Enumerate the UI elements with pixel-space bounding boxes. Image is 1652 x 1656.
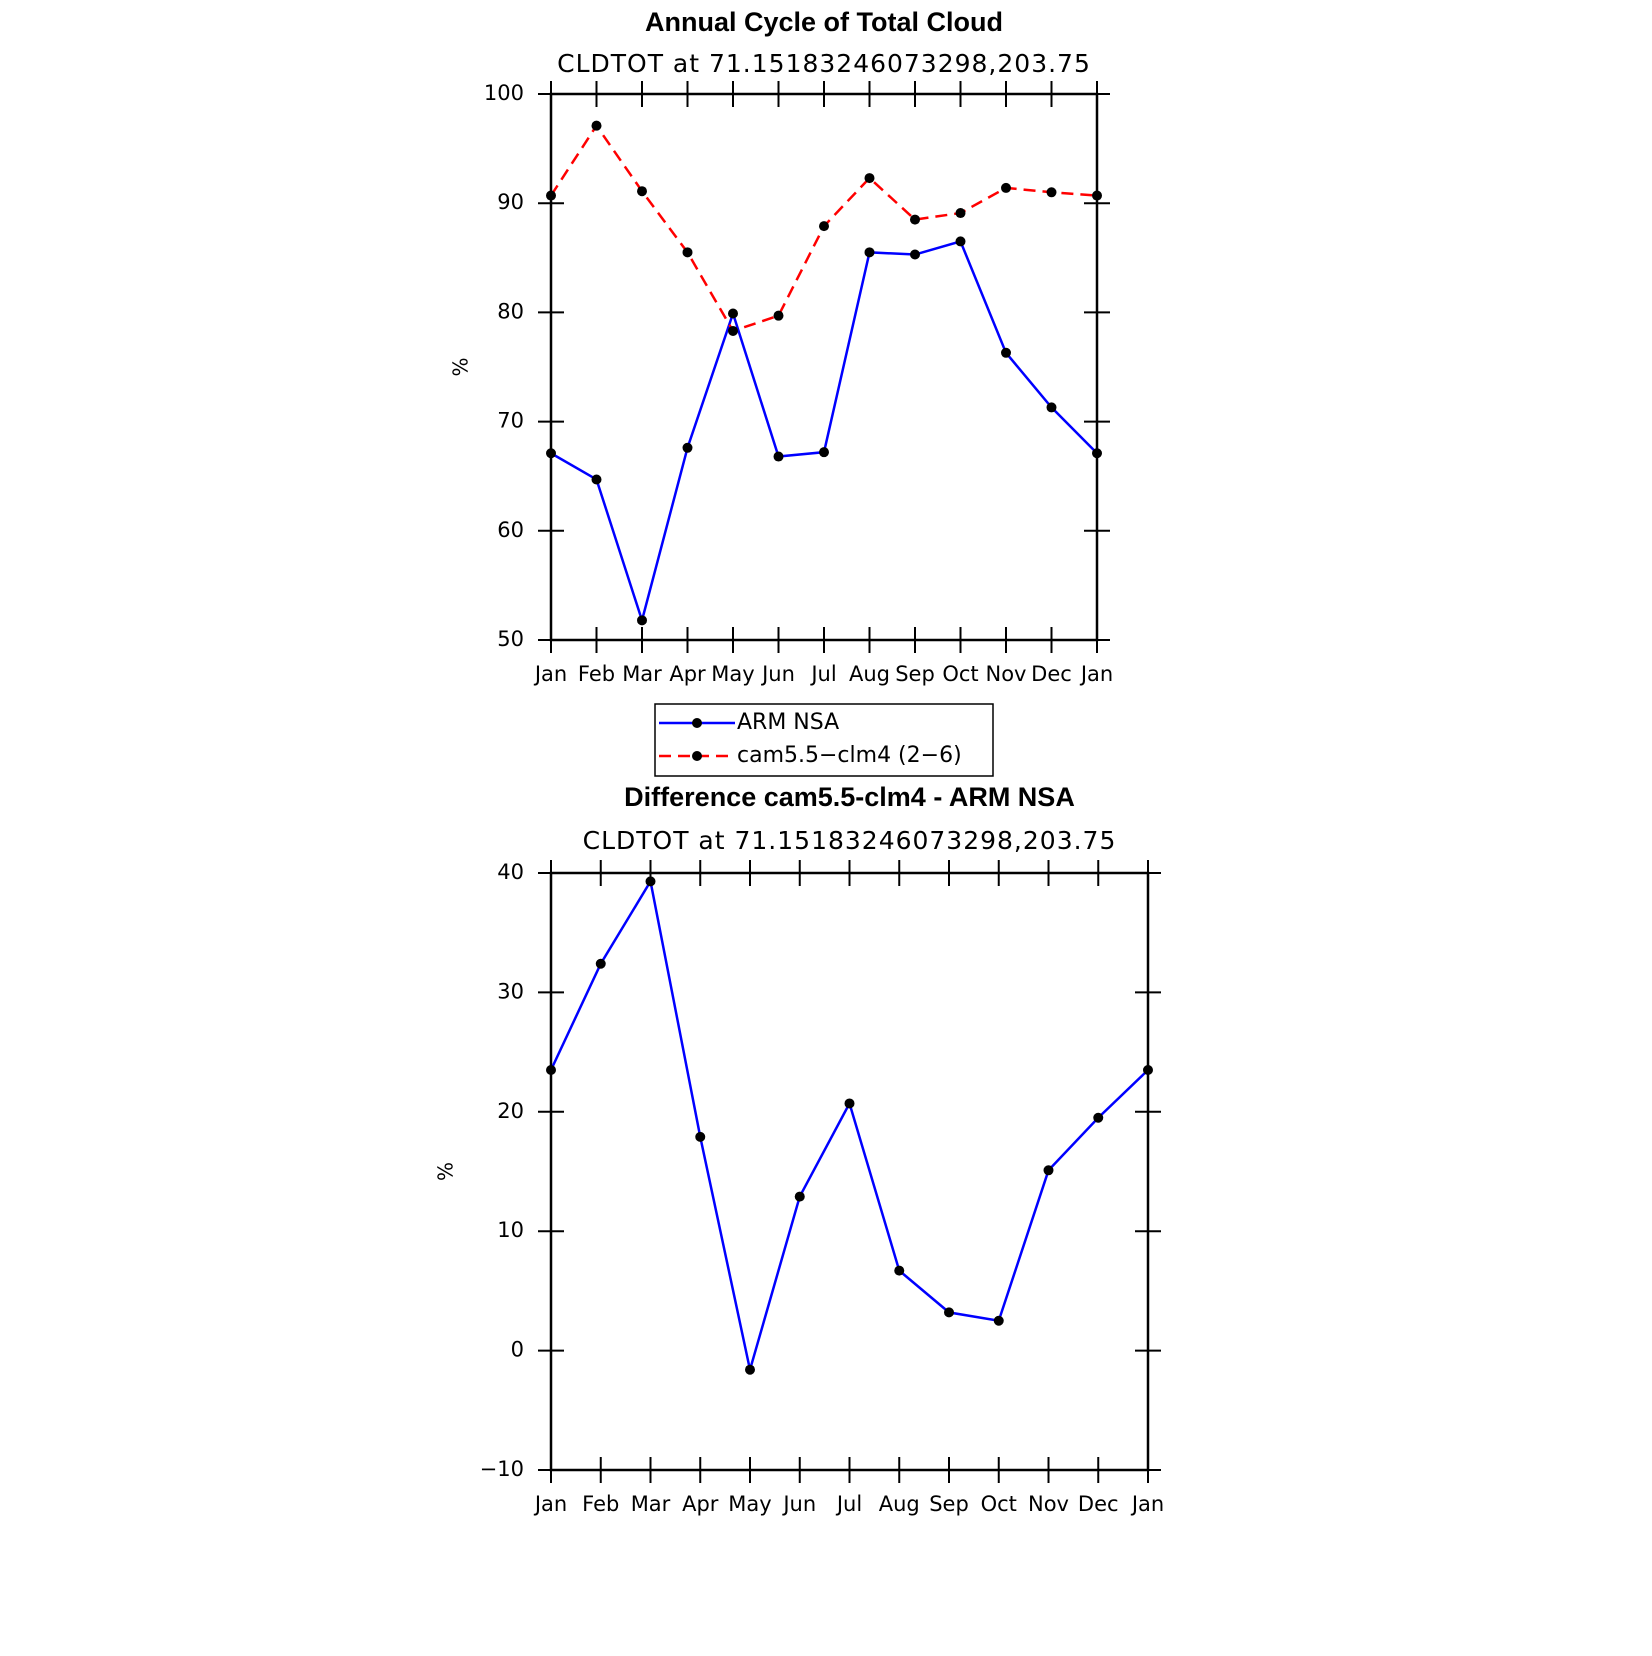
data-point — [637, 615, 647, 626]
y-axis-label: % — [449, 357, 473, 376]
plot-frame — [549, 871, 1150, 1472]
data-point — [1001, 182, 1011, 193]
chart-subtitle: CLDTOT at 71.15183246073298,203.75 — [583, 826, 1117, 855]
data-point — [591, 474, 602, 485]
x-tick-label: Jan — [533, 1492, 567, 1516]
data-point — [955, 208, 966, 219]
x-tick-label: May — [711, 662, 754, 686]
chart-subtitle: CLDTOT at 71.15183246073298,203.75 — [557, 49, 1091, 78]
series-line — [550, 239, 1098, 625]
data-point — [546, 1065, 556, 1076]
x-tick-label: Aug — [849, 662, 890, 686]
data-point — [645, 876, 656, 887]
data-point — [546, 190, 556, 201]
x-tick-label: Mar — [622, 662, 662, 686]
legend-marker — [692, 718, 702, 728]
chart-title: Difference cam5.5-clm4 - ARM NSA — [624, 782, 1075, 812]
data-point — [745, 1364, 755, 1375]
data-point — [728, 308, 738, 319]
x-tick-label: Jun — [760, 662, 795, 686]
plot-frame — [549, 92, 1099, 642]
x-tick-label: Apr — [669, 662, 706, 686]
y-tick-label: 70 — [497, 409, 524, 433]
data-point — [1043, 1165, 1054, 1176]
y-tick-label: 100 — [484, 81, 524, 105]
data-point — [1092, 190, 1102, 201]
x-tick-label: Aug — [879, 1492, 920, 1516]
data-point — [682, 442, 693, 453]
data-point — [819, 447, 829, 458]
data-point — [695, 1131, 706, 1142]
y-tick-label: 0 — [511, 1338, 524, 1362]
data-point — [1001, 347, 1011, 358]
legend-marker — [692, 751, 702, 761]
y-tick-label: 10 — [497, 1218, 524, 1242]
data-point — [844, 1098, 855, 1109]
x-tick-label: Feb — [582, 1492, 619, 1516]
data-point — [1093, 1112, 1104, 1123]
data-point — [591, 120, 602, 131]
data-point — [773, 451, 784, 462]
x-tick-label: Jan — [1130, 1492, 1164, 1516]
data-point — [910, 249, 920, 260]
x-tick-label: Apr — [682, 1492, 719, 1516]
data-point — [894, 1265, 905, 1276]
x-tick-label: Mar — [631, 1492, 671, 1516]
legend-label: cam5.5−clm4 (2−6) — [737, 743, 962, 768]
legend-label: ARM NSA — [737, 710, 839, 735]
legend-box — [654, 703, 994, 777]
x-tick-label: Nov — [986, 662, 1027, 686]
data-point — [1143, 1065, 1153, 1076]
x-tick-label: Oct — [981, 1492, 1017, 1516]
x-tick-label: Sep — [929, 1492, 969, 1516]
data-point — [794, 1191, 805, 1202]
series-line — [549, 877, 1149, 1371]
x-tick-label: Dec — [1078, 1492, 1119, 1516]
y-tick-label: 80 — [497, 299, 524, 323]
x-tick-label: Oct — [942, 662, 978, 686]
y-tick-label: 60 — [497, 518, 524, 542]
chart-title: Annual Cycle of Total Cloud — [645, 7, 1003, 37]
x-tick-label: Dec — [1031, 662, 1072, 686]
y-tick-label: 20 — [497, 1099, 524, 1123]
data-point — [1046, 402, 1057, 413]
data-point — [910, 214, 920, 225]
data-point — [546, 448, 556, 459]
x-tick-label: Jul — [835, 1492, 862, 1516]
data-point — [682, 247, 693, 258]
data-point — [637, 186, 647, 197]
data-point — [728, 325, 738, 336]
data-point — [595, 958, 606, 969]
data-point — [1092, 448, 1102, 459]
data-point — [864, 173, 875, 184]
x-tick-label: Nov — [1028, 1492, 1069, 1516]
data-point — [944, 1307, 954, 1318]
y-axis-label: % — [434, 1162, 458, 1181]
x-tick-label: Jan — [533, 662, 567, 686]
data-point — [819, 221, 829, 232]
data-point — [993, 1315, 1004, 1326]
data-point — [1046, 187, 1057, 198]
x-tick-label: Jan — [1079, 662, 1113, 686]
data-point — [864, 247, 875, 258]
x-tick-label: Jun — [781, 1492, 816, 1516]
y-tick-label: −10 — [480, 1457, 524, 1481]
y-tick-label: 40 — [497, 860, 524, 884]
x-tick-label: Sep — [895, 662, 935, 686]
data-point — [773, 310, 784, 321]
x-tick-label: May — [728, 1492, 771, 1516]
y-tick-label: 50 — [497, 627, 524, 651]
x-tick-label: Jul — [809, 662, 836, 686]
x-tick-label: Feb — [578, 662, 615, 686]
y-tick-label: 30 — [497, 979, 524, 1003]
data-point — [955, 236, 966, 247]
y-tick-label: 90 — [497, 190, 524, 214]
